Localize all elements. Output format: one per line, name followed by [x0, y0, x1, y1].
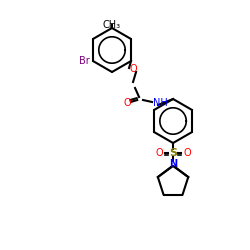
Text: CH₃: CH₃ — [103, 20, 121, 30]
Text: O: O — [129, 64, 137, 74]
Text: O: O — [123, 98, 131, 108]
Text: N: N — [169, 159, 177, 169]
Text: NH: NH — [153, 98, 168, 108]
Text: S: S — [169, 148, 177, 158]
Text: O: O — [183, 148, 191, 158]
Text: Br: Br — [79, 56, 90, 66]
Text: O: O — [156, 148, 163, 158]
